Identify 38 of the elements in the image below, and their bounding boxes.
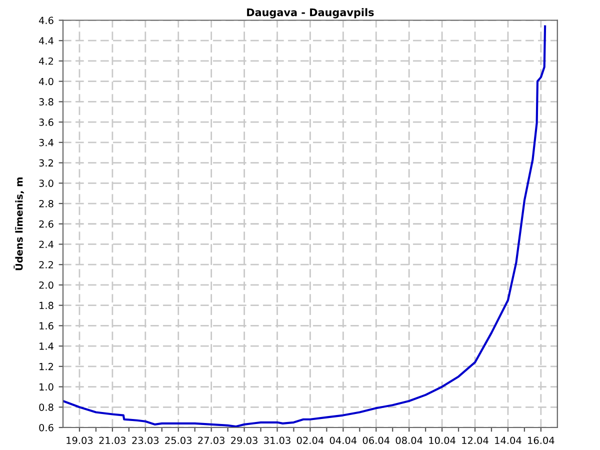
y-tick-label: 2.2 (39, 261, 53, 268)
x-tick-label: 08.04 (396, 436, 422, 444)
x-tick-label: 23.03 (132, 436, 159, 444)
y-tick-label: 2.6 (39, 220, 54, 228)
y-axis-title: Ūdens līmenis, m (14, 178, 24, 270)
y-tick-label: 3.2 (39, 159, 53, 167)
chart-title: Daugava - Daugavpils (247, 8, 374, 18)
x-tick-label: 10.04 (429, 436, 456, 444)
y-tick-label: 3.6 (39, 118, 54, 126)
x-tick-label: 16.04 (528, 436, 554, 444)
y-tick-label: 2.0 (39, 281, 54, 289)
x-tick-label: 12.04 (462, 436, 488, 444)
y-tick-label: 1.0 (40, 383, 54, 391)
x-tick-label: 31.03 (264, 436, 290, 444)
y-tick-label: 1.6 (40, 322, 54, 330)
y-tick-label: 3.8 (39, 98, 54, 106)
y-tick-label: 2.4 (39, 240, 54, 248)
y-tick-label: 3.4 (39, 138, 54, 146)
x-tick-label: 29.03 (231, 436, 258, 444)
y-tick-label: 2.8 (39, 200, 54, 208)
y-tick-label: 4.0 (38, 78, 54, 86)
y-tick-label: 1.8 (40, 302, 54, 310)
x-tick-label: 19.03 (66, 436, 93, 444)
y-tick-label: 1.2 (40, 362, 53, 370)
x-tick-label: 06.04 (362, 436, 390, 444)
x-tick-label: 04.04 (330, 436, 357, 444)
y-tick-label: 0.8 (39, 404, 54, 411)
x-tick-label: 02.04 (296, 436, 324, 444)
y-tick-label: 0.6 (39, 424, 54, 432)
y-tick-label: 1.4 (40, 342, 54, 350)
y-tick-label: 4.6 (38, 16, 54, 24)
x-tick-label: 21.03 (99, 436, 126, 444)
y-tick-label: 3.0 (39, 180, 54, 187)
x-tick-label: 27.03 (198, 436, 224, 444)
y-tick-label: 4.2 (38, 57, 53, 65)
x-tick-label: 25.03 (165, 436, 192, 444)
y-tick-label: 4.4 (38, 37, 54, 44)
x-tick-label: 14.04 (495, 436, 522, 444)
